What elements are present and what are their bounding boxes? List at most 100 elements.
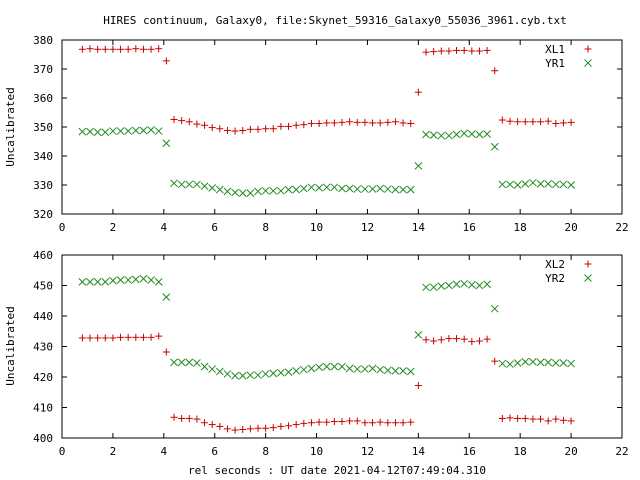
top-point-YR1-d2 [559,180,568,189]
bottom-point-YR2-d2 [551,359,560,367]
top-point-YR1-d2 [277,186,285,195]
bottom-point-XL2 [437,336,445,344]
top-point-YR1 [345,184,354,193]
top-point-YR1 [414,162,423,170]
bottom-point-YR2-d2 [208,365,217,373]
top-point-XL1 [521,118,529,126]
bottom-point-XL2 [124,333,132,341]
bottom-point-YR2-d2 [391,367,400,375]
bottom-point-YR2-d2 [536,358,545,367]
top-point-YR1-d2 [422,130,430,139]
bottom-point-YR2 [177,358,186,367]
bottom-x-tick-label: 12 [361,445,374,458]
top-point-YR1-d2 [513,181,522,189]
bottom-point-XL2 [498,414,506,422]
bottom-point-XL2 [384,419,392,427]
bottom-legend-marker-YR2 [584,274,592,282]
bottom-point-YR2 [422,283,430,292]
top-point-YR1 [269,186,278,195]
top-point-YR1-d2 [445,131,453,140]
top-point-XL1 [323,119,331,127]
top-point-YR1 [93,128,102,137]
bottom-point-YR2-d2 [330,362,339,371]
bottom-point-YR2 [345,364,354,373]
top-point-XL1 [353,118,361,126]
top-point-YR1-d2 [124,127,133,135]
bottom-point-YR2 [315,363,323,372]
bottom-point-YR2-d2 [124,276,133,284]
bottom-point-XL2 [353,417,361,425]
bottom-point-XL2 [78,334,86,342]
bottom-point-XL2 [201,419,209,427]
bottom-point-XL2 [361,419,369,427]
bottom-point-XL2 [139,333,147,341]
top-point-YR1 [376,184,385,193]
bottom-point-XL2 [483,335,491,343]
bottom-point-XL2 [94,334,102,342]
top-point-YR1-d2 [292,185,301,194]
bottom-point-YR2 [147,276,155,284]
bottom-point-YR2-d2 [307,364,316,373]
top-point-YR1-d2 [193,180,201,189]
bottom-point-YR2-d2 [170,358,178,367]
top-point-YR1-d2 [131,126,140,135]
top-point-XL1 [277,122,285,130]
bottom-point-YR2-d2 [422,283,430,292]
bottom-point-YR2-d2 [93,277,102,286]
bottom-point-YR2 [460,279,469,288]
bottom-point-YR2 [437,282,446,290]
top-point-YR1-d2 [154,127,163,135]
top-point-XL1 [384,118,392,126]
bottom-point-YR2 [246,371,255,380]
bottom-x-tick-label: 22 [615,445,628,458]
bottom-point-YR2-d2 [361,365,369,373]
top-point-YR1 [299,184,308,193]
top-point-YR1-d2 [536,179,545,188]
top-point-YR1-d2 [498,180,507,189]
top-point-YR1-d2 [376,184,385,193]
top-point-YR1-d2 [460,129,469,138]
top-legend-label-YR1: YR1 [545,57,565,70]
top-point-YR1 [544,179,553,188]
top-point-YR1 [109,127,117,135]
top-point-YR1-d2 [399,185,407,194]
bottom-point-YR2-d2 [490,304,499,313]
top-point-XL1 [170,115,178,123]
top-point-XL1 [437,47,445,55]
bottom-point-YR2-d2 [315,363,323,372]
top-point-YR1 [254,187,262,196]
top-point-XL1 [124,45,132,53]
bottom-point-YR2 [567,359,575,368]
top-point-YR1 [452,130,461,139]
bottom-point-YR2 [131,275,140,284]
bottom-point-XL2 [162,348,170,356]
bottom-point-XL2 [307,419,315,427]
bottom-point-XL2 [109,334,117,342]
bottom-point-YR2 [185,358,194,367]
bottom-y-tick-label: 410 [33,402,53,415]
top-y-tick-label: 330 [33,179,53,192]
bottom-point-YR2 [86,277,94,286]
top-point-XL1 [506,117,514,125]
top-point-YR1-d2 [429,131,438,139]
top-point-XL1 [468,47,476,55]
top-point-YR1-d2 [93,128,102,137]
top-point-YR1 [223,187,232,196]
bottom-point-XL2 [155,332,163,340]
top-point-XL1 [529,118,537,126]
top-point-YR1 [490,142,499,151]
top-point-YR1-d2 [101,128,110,137]
top-point-YR1 [475,130,484,139]
bottom-point-YR2-d2 [109,276,117,285]
top-point-YR1-d2 [490,142,499,151]
top-legend-marker-YR1 [584,59,592,67]
bottom-point-XL2 [216,422,224,430]
top-x-tick-label: 16 [463,221,476,234]
top-point-YR1 [483,130,491,138]
top-point-YR1 [162,139,171,148]
bottom-point-XL2 [223,425,231,433]
top-x-tick-label: 8 [262,221,269,234]
top-point-YR1 [513,181,522,189]
top-point-YR1-d2 [330,183,339,192]
top-point-YR1 [307,183,316,192]
